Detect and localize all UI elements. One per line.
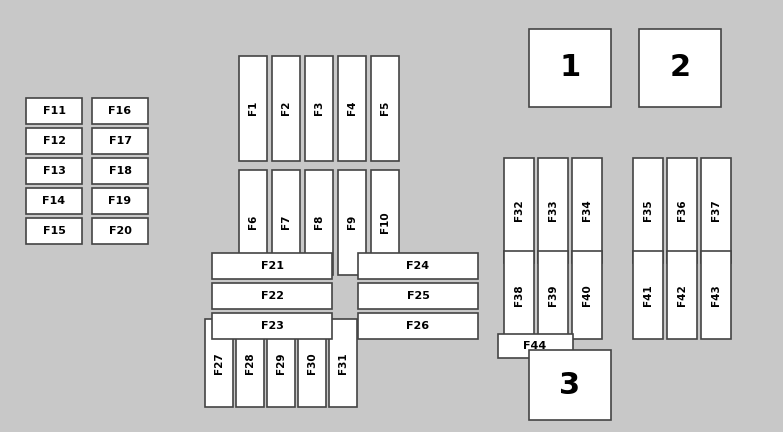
Bar	[504, 251, 534, 339]
Text: F15: F15	[42, 226, 66, 236]
Text: F27: F27	[214, 352, 224, 374]
Text: 2: 2	[669, 54, 691, 83]
Text: 1: 1	[559, 54, 581, 83]
Text: F21: F21	[261, 261, 283, 271]
Bar	[272, 169, 300, 274]
Bar	[212, 283, 332, 309]
Text: F1: F1	[248, 101, 258, 115]
Bar	[701, 158, 731, 263]
Bar	[92, 158, 148, 184]
Bar	[239, 169, 267, 274]
Text: F36: F36	[677, 199, 687, 221]
Text: F30: F30	[307, 352, 317, 374]
Text: F43: F43	[711, 284, 721, 306]
Text: F29: F29	[276, 352, 286, 374]
Bar	[205, 319, 233, 407]
Text: F4: F4	[347, 101, 357, 115]
Bar	[358, 253, 478, 279]
Text: F42: F42	[677, 284, 687, 306]
Text: F31: F31	[338, 352, 348, 374]
Bar	[26, 218, 82, 244]
Text: F17: F17	[109, 136, 132, 146]
Bar	[26, 128, 82, 154]
Bar	[305, 55, 333, 161]
Text: F33: F33	[548, 199, 558, 221]
Bar	[92, 188, 148, 214]
Bar	[639, 29, 721, 107]
Text: F3: F3	[314, 101, 324, 115]
Text: F7: F7	[281, 215, 291, 229]
Bar	[497, 334, 572, 358]
Bar	[529, 350, 611, 420]
Text: F24: F24	[406, 261, 430, 271]
Text: F39: F39	[548, 284, 558, 306]
Text: F26: F26	[406, 321, 430, 331]
Bar	[358, 283, 478, 309]
Text: F34: F34	[582, 199, 592, 221]
Text: F13: F13	[42, 166, 66, 176]
Text: F40: F40	[582, 284, 592, 306]
Bar	[26, 158, 82, 184]
Text: F23: F23	[261, 321, 283, 331]
Bar	[371, 169, 399, 274]
Bar	[92, 128, 148, 154]
Bar	[371, 55, 399, 161]
Bar	[92, 218, 148, 244]
Bar	[329, 319, 357, 407]
Bar	[701, 251, 731, 339]
Text: F19: F19	[108, 196, 132, 206]
Text: F25: F25	[406, 291, 429, 301]
Bar	[338, 55, 366, 161]
Text: F9: F9	[347, 215, 357, 229]
Text: F35: F35	[643, 199, 653, 221]
Bar	[239, 55, 267, 161]
Bar	[633, 158, 663, 263]
Text: F12: F12	[42, 136, 66, 146]
Text: F5: F5	[380, 101, 390, 115]
Bar	[504, 158, 534, 263]
Bar	[667, 158, 697, 263]
Text: F37: F37	[711, 199, 721, 221]
Text: F20: F20	[109, 226, 132, 236]
Text: F2: F2	[281, 101, 291, 115]
Text: F41: F41	[643, 284, 653, 306]
Bar	[212, 253, 332, 279]
Bar	[529, 29, 611, 107]
Text: F16: F16	[108, 106, 132, 116]
Bar	[538, 158, 568, 263]
Bar	[272, 55, 300, 161]
Text: F38: F38	[514, 284, 524, 306]
Bar	[236, 319, 264, 407]
Bar	[212, 313, 332, 339]
Bar	[267, 319, 295, 407]
Text: 3: 3	[559, 371, 580, 400]
Bar	[298, 319, 326, 407]
Text: F32: F32	[514, 199, 524, 221]
Text: F8: F8	[314, 215, 324, 229]
Text: F10: F10	[380, 211, 390, 233]
Bar	[633, 251, 663, 339]
Text: F14: F14	[42, 196, 66, 206]
Bar	[572, 251, 602, 339]
Text: F6: F6	[248, 215, 258, 229]
Bar	[26, 188, 82, 214]
Text: F22: F22	[261, 291, 283, 301]
Text: F18: F18	[109, 166, 132, 176]
Text: F44: F44	[523, 341, 547, 351]
Text: F11: F11	[42, 106, 66, 116]
Bar	[92, 98, 148, 124]
Bar	[572, 158, 602, 263]
Bar	[667, 251, 697, 339]
Bar	[338, 169, 366, 274]
Text: F28: F28	[245, 352, 255, 374]
Bar	[26, 98, 82, 124]
Bar	[305, 169, 333, 274]
Bar	[538, 251, 568, 339]
Bar	[358, 313, 478, 339]
